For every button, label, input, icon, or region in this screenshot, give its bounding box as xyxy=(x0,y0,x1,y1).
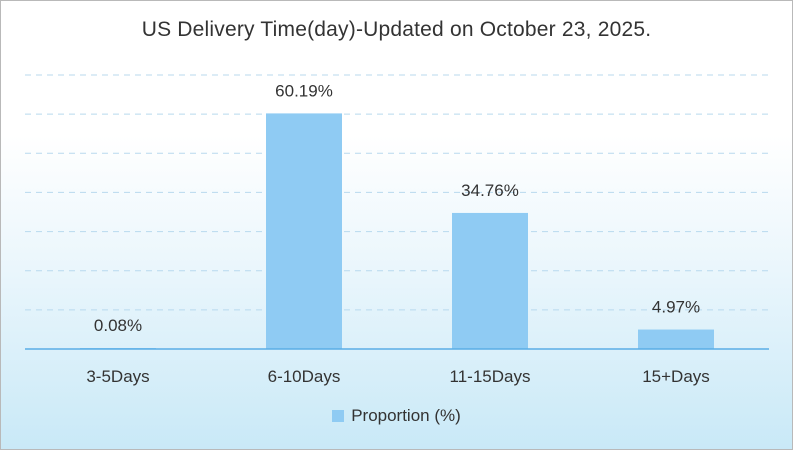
data-label: 60.19% xyxy=(275,81,333,100)
bar-15-days[interactable] xyxy=(638,329,714,349)
data-label: 4.97% xyxy=(652,298,700,317)
x-tick-label: 15+Days xyxy=(642,367,710,386)
bars xyxy=(80,113,714,349)
legend[interactable]: Proportion (%) xyxy=(1,406,792,426)
legend-swatch xyxy=(332,410,345,422)
chart-title: US Delivery Time(day)-Updated on October… xyxy=(141,18,652,41)
x-tick-labels: 3-5Days 6-10Days 11-15Days 15+Days xyxy=(86,367,709,386)
gridlines xyxy=(25,74,769,311)
bar-6-10days[interactable] xyxy=(266,113,342,349)
legend-label: Proportion (%) xyxy=(351,406,461,425)
x-tick-label: 3-5Days xyxy=(86,367,149,386)
data-labels: 0.08% 60.19% 34.76% 4.97% xyxy=(94,81,700,335)
data-label: 0.08% xyxy=(94,316,142,335)
x-tick-label: 11-15Days xyxy=(450,367,531,386)
data-label: 34.76% xyxy=(461,181,519,200)
x-tick-label: 6-10Days xyxy=(268,367,341,386)
bar-11-15days[interactable] xyxy=(452,212,528,349)
